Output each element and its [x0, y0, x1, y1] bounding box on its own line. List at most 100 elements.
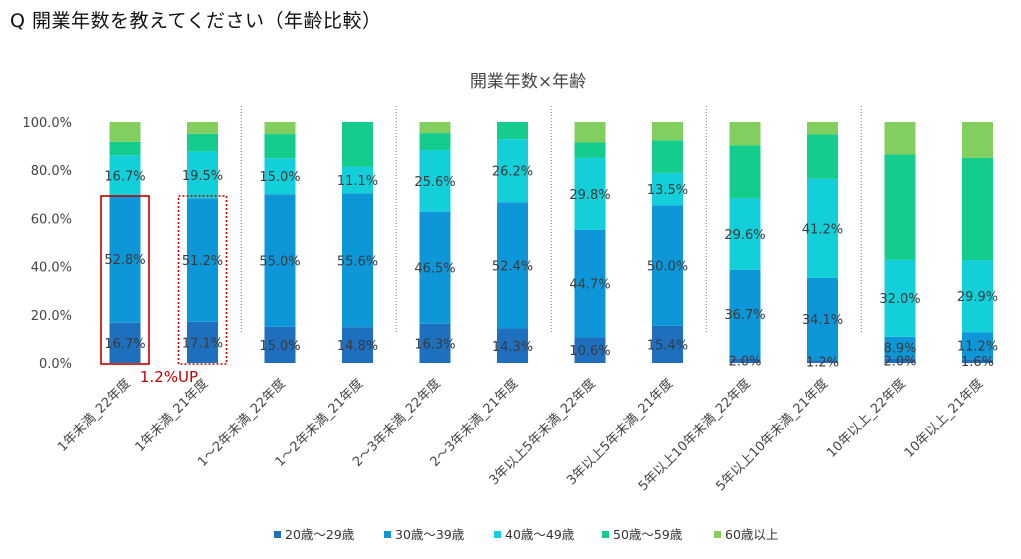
data-label: 19.5%: [182, 169, 223, 184]
bar-segment: [264, 158, 296, 195]
legend-label: 30歳～39歳: [395, 527, 465, 542]
bar-segment: [962, 359, 993, 363]
bar-segment: [109, 122, 141, 142]
bar-segment: [962, 332, 993, 360]
bar-segment: [807, 277, 838, 361]
highlight-box-21: [177, 195, 228, 365]
bar-segment: [264, 194, 296, 327]
data-label: 51.2%: [182, 254, 223, 269]
y-tick-label: 0.0%: [39, 357, 72, 372]
bar-segment: [807, 122, 838, 135]
bar-segment: [187, 122, 218, 134]
legend-label: 20歳～29歳: [285, 527, 355, 542]
data-label: 13.5%: [647, 183, 688, 198]
legend-label: 40歳～49歳: [505, 527, 575, 542]
bar-segment: [807, 134, 838, 179]
data-label: 50.0%: [647, 260, 688, 275]
data-label: 25.6%: [414, 175, 455, 190]
y-tick-label: 80.0%: [31, 164, 72, 179]
data-label: 14.3%: [492, 340, 533, 355]
data-label: 1.6%: [961, 355, 994, 370]
data-label: 10.6%: [569, 344, 610, 359]
legend-swatch: [274, 531, 281, 538]
bar-segment: [652, 205, 683, 326]
data-label: 16.7%: [104, 169, 145, 184]
bar-segment: [419, 211, 451, 324]
data-label: 15.0%: [259, 170, 300, 185]
bar-segment: [884, 154, 916, 260]
data-label: 41.2%: [802, 222, 843, 237]
data-label: 52.8%: [104, 253, 145, 268]
question-title: Q 開業年数を教えてください（年齢比較）: [10, 10, 382, 32]
bar-segment: [652, 140, 683, 173]
bar-segment: [574, 229, 606, 338]
bar-segment: [884, 358, 916, 363]
bar-segment: [342, 166, 373, 194]
data-label: 2.0%: [728, 355, 761, 370]
x-tick-label: 2～3年未満_21年度: [427, 376, 521, 470]
annotation-up: 1.2%UP: [140, 368, 198, 386]
x-tick-label: 1年未満_21年度: [132, 376, 211, 455]
bar-segment: [962, 157, 993, 261]
bar-segment: [497, 328, 528, 363]
data-label: 55.6%: [337, 254, 378, 269]
data-label: 29.9%: [957, 290, 998, 305]
x-tick-label: 10年以上_21年度: [901, 376, 986, 461]
bar-segment: [497, 202, 528, 329]
legend-swatch: [494, 531, 501, 538]
y-tick-label: 60.0%: [31, 212, 72, 227]
x-tick-label: 1年未満_22年度: [54, 376, 133, 455]
bar-segment: [342, 327, 373, 363]
bar-segment: [962, 122, 993, 158]
data-label: 32.0%: [879, 292, 920, 307]
data-label: 17.1%: [182, 336, 223, 351]
bar-segment: [884, 259, 916, 337]
data-label: 44.7%: [569, 278, 610, 293]
x-tick-label: 1～2年未満_22年度: [194, 376, 288, 470]
data-label: 14.8%: [337, 339, 378, 354]
legend-swatch: [602, 531, 609, 538]
bar-segment: [187, 133, 218, 152]
bar-segment: [419, 133, 451, 150]
bar-segment: [342, 122, 373, 167]
bar-segment: [574, 142, 606, 158]
bar-segment: [187, 321, 218, 363]
bar-segment: [109, 195, 141, 323]
data-label: 15.0%: [259, 339, 300, 354]
x-tick-label: 1～2年未満_21年度: [272, 376, 366, 470]
data-label: 36.7%: [724, 308, 765, 323]
bar-segment: [342, 193, 373, 328]
bar-segment: [187, 198, 218, 322]
bar-segment: [652, 172, 683, 206]
bar-segment: [264, 326, 296, 363]
bar-segment: [729, 145, 761, 199]
bar-segment: [264, 122, 296, 135]
legend-swatch: [714, 531, 721, 538]
bar-segment: [652, 122, 683, 141]
bar-segment: [574, 122, 606, 143]
data-label: 16.3%: [414, 337, 455, 352]
data-label: 29.6%: [724, 228, 765, 243]
data-label: 29.8%: [569, 188, 610, 203]
bar-segment: [109, 155, 141, 196]
data-label: 52.4%: [492, 259, 533, 274]
bar-segment: [109, 141, 141, 156]
bar-segment: [187, 151, 218, 199]
bar-segment: [574, 157, 606, 230]
bar-segment: [574, 337, 606, 363]
data-label: 55.0%: [259, 255, 300, 270]
bar-segment: [109, 322, 141, 363]
bar-segment: [419, 323, 451, 363]
data-label: 26.2%: [492, 165, 533, 180]
y-tick-label: 20.0%: [31, 309, 72, 324]
legend-label: 50歳～59歳: [613, 527, 683, 542]
bar-segment: [884, 336, 916, 359]
y-tick-label: 100.0%: [22, 116, 72, 131]
legend-swatch: [384, 531, 391, 538]
bar-segment: [497, 139, 528, 203]
bar-segment: [652, 325, 683, 363]
bar-segment: [419, 122, 451, 134]
bar-segment: [419, 149, 451, 212]
data-label: 2.0%: [883, 355, 916, 370]
